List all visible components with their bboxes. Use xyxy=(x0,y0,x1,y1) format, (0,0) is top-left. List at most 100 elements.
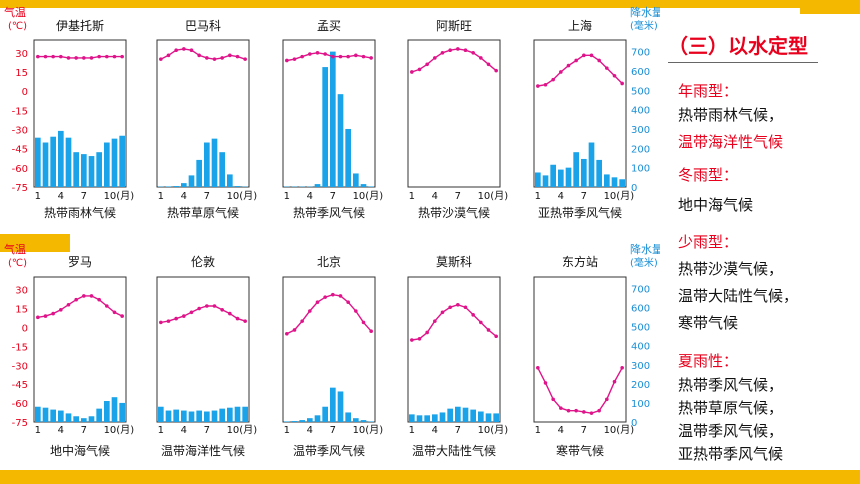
temp-point xyxy=(486,62,491,67)
precip-bar xyxy=(188,175,195,187)
x-tick-label: 10(月) xyxy=(104,424,135,436)
temp-point xyxy=(433,56,437,60)
x-tick-label: 1 xyxy=(535,191,541,202)
precip-bar xyxy=(345,128,351,187)
precip-bar xyxy=(604,174,610,187)
temp-point xyxy=(456,302,460,307)
x-tick-label: 4 xyxy=(181,425,187,436)
x-tick-label: 1 xyxy=(284,425,290,436)
precip-bar xyxy=(96,152,102,187)
precip-bar xyxy=(291,421,298,422)
x-tick-label: 10(月) xyxy=(478,424,509,436)
temp-point xyxy=(74,297,78,302)
precip-bar xyxy=(337,94,344,187)
temp-point xyxy=(425,330,429,335)
section-heading-dry: 少雨型： xyxy=(678,233,739,251)
temp-tick-label: -75 xyxy=(12,418,28,429)
precip-bar xyxy=(173,186,179,187)
x-tick-label: 4 xyxy=(58,191,64,202)
x-tick-label: 7 xyxy=(204,191,210,202)
temp-point xyxy=(448,305,452,310)
temp-point xyxy=(212,304,217,308)
temp-point xyxy=(89,56,94,60)
temp-point xyxy=(166,53,171,58)
city-name: 莫斯科 xyxy=(436,255,472,269)
temp-point xyxy=(338,294,343,298)
temp-point xyxy=(112,54,117,59)
temp-point xyxy=(448,48,452,53)
temp-tick-label: 30 xyxy=(15,49,28,60)
precip-bar xyxy=(619,179,625,187)
temp-tick-label: 15 xyxy=(15,305,28,316)
precip-bar xyxy=(284,421,290,422)
temp-point xyxy=(536,365,540,370)
temp-point xyxy=(51,54,55,59)
precip-bar xyxy=(424,415,430,422)
temp-point xyxy=(471,50,475,55)
temp-point xyxy=(597,58,601,63)
temp-point xyxy=(582,53,586,58)
temp-point xyxy=(354,53,358,58)
temp-point xyxy=(308,52,312,56)
x-tick-label: 4 xyxy=(307,425,313,436)
temp-axis-unit: (℃) xyxy=(8,258,27,269)
temp-point xyxy=(189,48,194,53)
section-item: 亚热带季风气候 xyxy=(678,445,784,463)
temp-point xyxy=(36,315,40,320)
precip-tick-label: 400 xyxy=(631,342,650,353)
temp-point xyxy=(243,57,247,61)
city-name: 孟买 xyxy=(317,19,341,33)
precip-bar xyxy=(219,408,225,422)
precip-bar xyxy=(322,406,328,422)
temp-point xyxy=(197,306,201,311)
temp-point xyxy=(235,316,240,321)
temp-line xyxy=(537,367,623,414)
precip-bar xyxy=(596,159,602,187)
temp-tick-label: 30 xyxy=(15,286,28,297)
section-heading-annual: 年雨型： xyxy=(678,82,739,100)
frame-bottom xyxy=(0,470,860,484)
city-name: 伊基托斯 xyxy=(56,19,104,33)
x-tick-label: 1 xyxy=(535,425,541,436)
climate-type-label: 热带草原气候 xyxy=(167,205,239,220)
temp-tick-label: -45 xyxy=(12,145,28,156)
x-tick-label: 7 xyxy=(581,191,587,202)
climate-type-label: 地中海气候 xyxy=(50,443,110,458)
temp-point xyxy=(205,56,209,60)
precip-bar xyxy=(360,420,367,422)
temp-tick-label: -45 xyxy=(12,380,28,391)
precip-bar xyxy=(42,142,49,187)
temp-point xyxy=(589,411,594,415)
chart-frame xyxy=(282,276,376,423)
temp-point xyxy=(559,406,563,410)
temp-tick-label: -15 xyxy=(12,342,28,353)
precip-bar xyxy=(96,408,102,422)
temp-point xyxy=(605,66,609,70)
chart-frame xyxy=(156,39,250,188)
section-item: 热带季风气候， xyxy=(678,376,784,394)
climate-type-label: 寒带气候 xyxy=(556,443,604,458)
precip-bar xyxy=(462,407,469,422)
x-tick-label: 7 xyxy=(330,191,336,202)
precip-axis-title: 降水量 xyxy=(630,5,660,19)
temp-point xyxy=(292,328,297,332)
precip-bar xyxy=(88,416,95,422)
precip-bar xyxy=(173,409,179,422)
precip-tick-label: 300 xyxy=(631,361,650,372)
climate-type-label: 亚热带季风气候 xyxy=(538,205,622,220)
precip-bar xyxy=(58,130,64,187)
precip-tick-label: 700 xyxy=(631,284,650,295)
temp-point xyxy=(292,57,297,61)
temp-tick-label: -60 xyxy=(12,164,28,175)
temp-point xyxy=(463,48,468,53)
temp-point xyxy=(479,56,483,60)
precip-bar xyxy=(353,173,359,187)
temp-point xyxy=(479,320,483,325)
temp-point xyxy=(331,54,335,59)
temp-point xyxy=(205,304,209,308)
precip-bar xyxy=(611,177,618,187)
precip-bar xyxy=(314,415,321,422)
precip-bar xyxy=(439,412,446,422)
precip-bar xyxy=(204,142,210,187)
precip-bar xyxy=(165,186,172,187)
